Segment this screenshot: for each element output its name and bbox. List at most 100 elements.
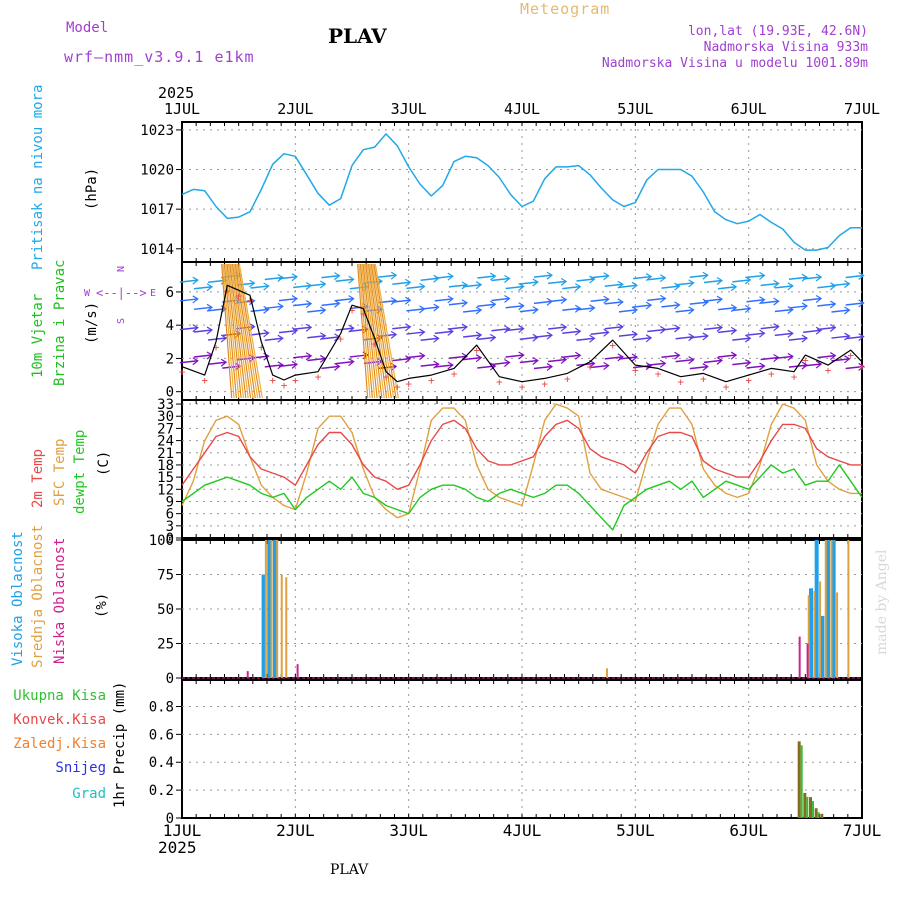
cloud-bar — [820, 615, 825, 678]
wind-arrow — [179, 298, 198, 302]
wind-arrowhead — [744, 359, 752, 368]
wind-arrowhead — [674, 301, 681, 310]
wind-gust-marker: + — [587, 361, 594, 374]
wind-gust-streak — [372, 263, 395, 399]
wind-arrow — [689, 365, 708, 370]
wind-arrow — [746, 274, 765, 279]
wind-arrowhead — [603, 328, 610, 337]
wind-arrow — [307, 283, 326, 287]
wind-arrowhead — [319, 306, 327, 315]
wind-arrow — [675, 309, 694, 313]
wind-arrow — [803, 329, 822, 333]
wind-arrow — [463, 334, 482, 338]
wind-arrow — [250, 355, 269, 359]
wind-arrowhead — [249, 279, 256, 288]
wind-arrowhead — [249, 354, 256, 363]
wind-arrowhead — [787, 282, 794, 291]
wind-arrow — [774, 285, 793, 289]
wind-arrow — [406, 354, 425, 359]
wind-arrow — [335, 297, 354, 302]
wind-arrow — [831, 309, 850, 313]
wind-arrowhead — [787, 352, 794, 361]
wind-arrow — [831, 335, 850, 339]
wind-arrow — [448, 284, 468, 288]
wind-arrowhead — [659, 359, 667, 368]
wind-arrow — [590, 275, 609, 279]
wind-arrowhead — [376, 357, 384, 366]
wind-arrow — [179, 360, 198, 364]
temp-2m-line — [181, 419, 862, 490]
wind-arrow — [760, 356, 779, 361]
pressure-label: Pritisak na nivou mora — [30, 84, 46, 270]
precip-ytick-label: 0 — [166, 811, 174, 827]
wind-arrow — [491, 277, 510, 282]
wind-arrowhead — [334, 362, 341, 371]
wind-arrow — [335, 278, 354, 283]
wind-arrow — [363, 280, 383, 284]
wind-arrowhead — [334, 299, 341, 308]
wind-arrowhead — [560, 296, 568, 305]
wind-arrow — [505, 354, 524, 358]
wind-arrowhead — [348, 275, 355, 284]
pressure-line — [181, 133, 862, 251]
wind-arrowhead — [206, 326, 214, 335]
wind-ytick-label: 0 — [166, 385, 174, 401]
wind-arrowhead — [617, 298, 624, 307]
compass-w: W — [84, 288, 91, 299]
wind-arrow — [618, 333, 638, 337]
wind-arrow — [774, 308, 793, 313]
wind-label-1: 10m Vjetar — [30, 293, 46, 378]
wind-arrowhead — [277, 334, 284, 343]
wind-arrow — [633, 337, 652, 341]
wind-arrowhead — [801, 302, 809, 311]
wind-gust-marker: + — [360, 308, 367, 321]
top-date-label: 3JUL — [391, 100, 427, 118]
wind-arrow — [222, 299, 241, 303]
wind-arrowhead — [220, 305, 228, 314]
wind-arrow — [406, 285, 425, 290]
wind-arrow — [576, 337, 595, 342]
wind-arrowhead — [291, 273, 299, 282]
wind-arrow — [491, 297, 510, 302]
wind-arrow — [477, 365, 496, 369]
temperature-panel-frame — [181, 399, 863, 539]
wind-arrow — [845, 335, 864, 340]
wind-arrow — [434, 330, 453, 335]
wind-arrow — [519, 359, 538, 364]
wind-arrow — [222, 274, 241, 279]
wind-arrow — [618, 356, 638, 360]
wind-arrow — [363, 360, 383, 365]
wind-arrowhead — [716, 356, 724, 365]
wind-arrowhead — [206, 303, 214, 312]
wind-gust-marker: + — [349, 304, 356, 317]
wind-gust-marker: + — [258, 341, 265, 354]
cloud-bar — [807, 595, 810, 678]
wind-arrowhead — [475, 281, 483, 290]
wind-arrow — [732, 279, 751, 283]
temperature-ytick-label: 15 — [157, 470, 174, 486]
wind-arrowhead — [404, 278, 412, 287]
wind-arrowhead — [702, 298, 709, 307]
wind-gust-streak — [233, 263, 254, 399]
temperature-ytick-label: 6 — [166, 507, 174, 523]
wind-arrowhead — [390, 330, 398, 339]
wind-arrowhead — [702, 332, 709, 341]
wind-arrowhead — [475, 354, 483, 363]
wind-arrowhead — [249, 297, 256, 306]
wind-arrowhead — [773, 354, 780, 363]
wind-arrow — [576, 278, 595, 282]
wind-arrow — [321, 365, 340, 370]
wind-arrow — [562, 307, 581, 312]
wind-arrow — [548, 280, 567, 285]
wind-gust-streak — [234, 263, 256, 399]
cloud-bar — [280, 574, 283, 678]
wind-arrow — [378, 333, 397, 338]
precip-bar — [803, 792, 807, 818]
wind-arrow — [788, 276, 808, 280]
wind-arrow — [803, 363, 822, 367]
precip-panel-frame — [181, 679, 863, 819]
wind-arrowhead — [475, 306, 483, 315]
top-date-label: 2JUL — [277, 100, 313, 118]
bottom-date-label: 5JUL — [616, 821, 655, 840]
wind-arrow — [618, 309, 638, 313]
